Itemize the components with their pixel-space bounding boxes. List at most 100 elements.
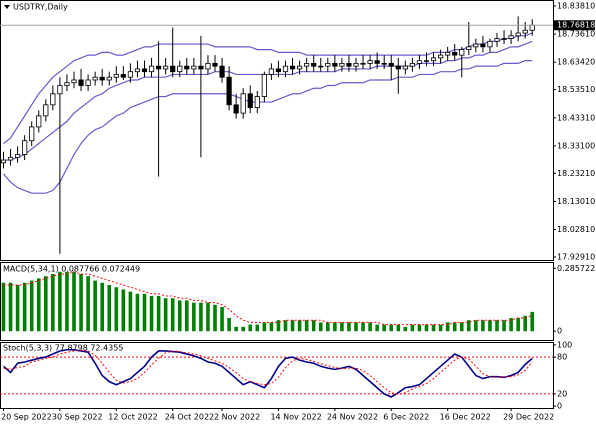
macd-bar [333,322,337,332]
candle-body [120,74,126,78]
macd-bar [15,285,20,332]
macd-title: MACD(5,34,1) 0.087766 0.072449 [3,265,140,274]
macd-bar [262,322,267,332]
macd-bar [318,322,323,332]
candle-body [106,76,112,81]
candle-body [501,38,507,40]
symbol-menu-icon[interactable] [4,5,10,9]
macd-bar [389,324,394,332]
macd-bar [417,324,422,332]
macd-bar [354,322,358,332]
macd-bar [382,324,386,332]
stoch-main [2,348,533,398]
macd-bar [114,287,119,332]
candle-body [78,79,84,86]
macd-bar [142,293,147,332]
macd-bar [467,320,471,332]
y-tick-label: 18.83810 [557,1,595,10]
candle-body [92,76,98,81]
macd-bar [445,322,450,332]
bollinger-band [3,32,533,144]
macd-bar [170,298,175,332]
bollinger-band [3,60,533,194]
macd-bar [128,291,133,332]
x-tick-label: 24 Oct 2022 [165,413,214,422]
candle-body [134,68,141,73]
candle-body [99,76,105,81]
candle-body [254,96,260,108]
macd-bar [304,320,309,332]
macd-bar [459,322,464,332]
x-tick-label: 29 Dec 2022 [503,413,554,422]
y-tick-label: 18.13010 [557,197,595,206]
macd-bar [530,311,535,332]
candle-body [275,68,282,73]
candle-body [155,65,162,70]
candle-body [388,63,394,67]
stoch-title: Stoch(5,3,3) 77.8798 72.4355 [3,344,123,353]
macd-bar [107,285,112,332]
stoch-panel-frame [0,342,554,409]
x-tick-label: 6 Dec 2022 [383,413,429,422]
candle-body [473,43,479,48]
candle-body [64,82,70,86]
macd-bar [213,304,217,332]
macd-bar [206,302,210,332]
macd-bar [297,320,302,332]
candle-body [43,104,49,117]
macd-bar [100,282,104,332]
macd-bar [431,324,436,332]
macd-bar [177,300,182,332]
candle-body [367,60,373,64]
macd-bar [1,282,6,332]
macd-bar [86,276,90,332]
candle-body [459,49,465,56]
macd-bar [65,271,69,332]
candle-body [113,74,119,78]
candle-body [374,60,380,64]
y-tick-label: 80 [557,353,567,362]
candle-body [282,65,289,73]
macd-bar [481,320,485,332]
candle-body [494,38,500,42]
macd-bar [149,296,154,332]
candle-body [29,126,35,142]
candle-body [0,159,7,164]
macd-bar [79,274,83,332]
macd-bar [276,320,281,332]
macd-bar [163,298,168,332]
candle-body [487,40,493,48]
macd-bar [8,282,13,332]
macd-bar [452,322,457,332]
macd-bar [410,324,415,332]
y-tick-label: 18.73610 [557,30,595,39]
macd-bar [199,302,203,332]
x-tick-label: 2 Nov 2022 [214,413,260,422]
macd-bar [192,302,196,332]
candle-body [409,63,416,67]
x-tick-label: 24 Nov 2022 [327,413,378,422]
macd-bar [438,324,443,332]
macd-bar [311,320,316,332]
candle-body [304,63,310,67]
candle-body [191,65,197,70]
candle-body [50,93,56,106]
candle-body [480,43,486,48]
macd-bar [241,326,245,332]
candle-body [177,65,183,73]
y-tick-label: 18.53510 [557,85,595,94]
y-tick-label: 18.63420 [557,58,595,67]
macd-bar [269,322,274,332]
candle-body [437,54,444,59]
macd-bar [58,271,62,332]
y-tick-label: 18.02810 [557,225,595,234]
macd-bar [227,318,231,332]
candle-body [360,63,366,65]
candle-body [325,63,331,67]
candle-body [163,65,169,70]
y-tick-label: 20 [557,389,567,398]
macd-bar [93,280,97,332]
y-tick-label: 100 [557,340,572,349]
candle-body [240,93,246,114]
